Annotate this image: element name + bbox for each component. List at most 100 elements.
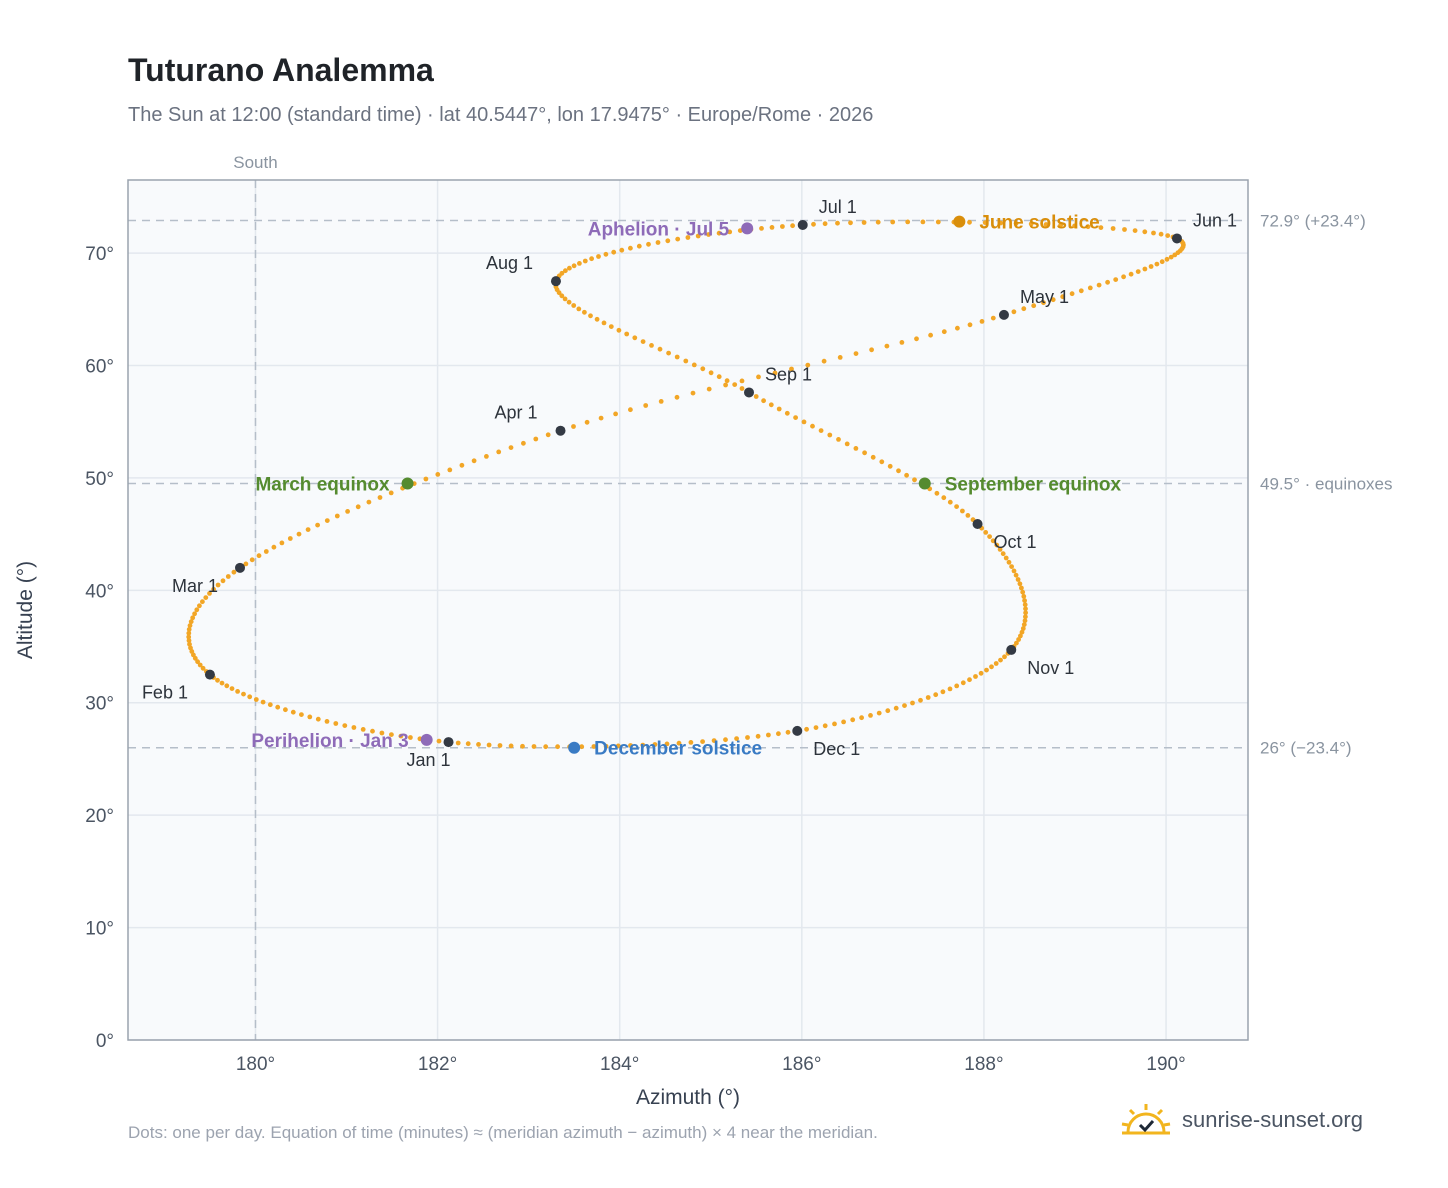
daily-sun-dot: [910, 700, 915, 706]
month-label: Mar 1: [172, 576, 218, 596]
daily-sun-dot: [887, 463, 893, 469]
daily-sun-dot: [611, 249, 617, 255]
daily-sun-dot: [596, 254, 601, 259]
daily-sun-dot: [1006, 559, 1012, 565]
daily-sun-dot: [739, 386, 745, 391]
daily-sun-dot: [890, 219, 896, 225]
daily-sun-dot: [973, 674, 978, 679]
daily-sun-dot: [1022, 598, 1027, 603]
daily-sun-dot: [628, 245, 633, 251]
y-tick-label: 50°: [85, 469, 114, 490]
daily-sun-dot: [296, 531, 302, 537]
daily-sun-dot: [188, 645, 193, 651]
daily-sun-dot: [1031, 303, 1037, 309]
daily-sun-dot: [1087, 285, 1093, 291]
daily-sun-dot: [934, 490, 940, 496]
daily-sun-dot: [1014, 640, 1019, 646]
brand[interactable]: sunrise-sunset.org: [1120, 1100, 1363, 1140]
daily-sun-dot: [674, 354, 680, 360]
daily-sun-dot: [249, 557, 255, 563]
daily-sun-dot: [695, 233, 701, 239]
daily-sun-dot: [772, 370, 778, 376]
daily-sun-dot: [902, 703, 907, 708]
daily-sun-dot: [753, 394, 759, 399]
daily-sun-dot: [732, 382, 738, 387]
y-tick-label: 30°: [85, 694, 114, 715]
daily-sun-dot: [342, 723, 348, 728]
daily-sun-dot: [187, 641, 192, 647]
daily-sun-dot: [920, 219, 926, 225]
daily-sun-dot: [983, 530, 989, 535]
daily-sun-dot: [496, 449, 502, 455]
month-label: Jan 1: [407, 750, 451, 770]
daily-sun-dot: [508, 445, 514, 450]
footnote: Dots: one per day. Equation of time (min…: [128, 1123, 878, 1142]
daily-sun-dot: [497, 743, 503, 748]
month-label: Jul 1: [819, 197, 857, 217]
date-markers: Jan 1 Feb 1 Mar 1 Apr 1 May 1 Jun 1 Jul 1 Aug 1…: [142, 197, 1237, 770]
daily-sun-dot: [582, 309, 587, 315]
daily-sun-dot: [377, 495, 383, 500]
event-label: December solstice: [594, 739, 762, 760]
daily-sun-dot: [1058, 222, 1063, 228]
daily-sun-dot: [1041, 300, 1046, 306]
daily-sun-dot: [225, 574, 231, 579]
daily-sun-dot: [675, 236, 681, 242]
daily-sun-dot: [345, 509, 350, 514]
daily-sun-dot: [1019, 585, 1024, 591]
daily-sun-dot: [447, 467, 453, 473]
daily-sun-dot: [211, 586, 217, 592]
daily-sun-dot: [608, 324, 614, 329]
daily-sun-dot: [1151, 230, 1156, 236]
daily-sun-dot: [776, 731, 781, 737]
daily-sun-dot: [231, 569, 237, 575]
daily-sun-dot: [1015, 577, 1021, 582]
daily-sun-dot: [700, 366, 706, 372]
daily-sun-dot: [545, 432, 551, 438]
daily-sun-dot: [1085, 224, 1091, 230]
daily-sun-dot: [979, 319, 985, 324]
daily-sun-dot: [619, 247, 625, 253]
daily-sun-dot: [955, 325, 960, 331]
daily-sun-dot: [256, 553, 262, 559]
daily-sun-dot: [870, 454, 876, 460]
daily-sun-dot: [555, 744, 560, 750]
daily-sun-dot: [571, 263, 577, 269]
daily-sun-dot: [780, 224, 785, 229]
daily-sun-dot: [632, 335, 638, 341]
daily-sun-dot: [739, 378, 745, 384]
daily-sun-dot: [804, 726, 809, 732]
daily-sun-dot: [691, 362, 697, 368]
event-marker: [953, 215, 966, 228]
daily-sun-dot: [1110, 226, 1116, 231]
event-label: Aphelion · Jul 5: [588, 219, 730, 240]
daily-sun-dot: [1069, 291, 1075, 297]
daily-sun-dot: [685, 235, 691, 240]
daily-sun-dot: [471, 458, 477, 464]
daily-sun-dot: [785, 729, 791, 735]
daily-sun-dot: [1020, 589, 1026, 595]
daily-sun-dot: [1078, 288, 1084, 294]
event-label: March equinox: [255, 475, 390, 496]
month-marker: [550, 276, 561, 287]
daily-sun-dot: [700, 739, 705, 744]
daily-sun-dot: [793, 415, 798, 420]
daily-sun-dot: [724, 378, 730, 384]
daily-sun-dot: [190, 615, 196, 621]
daily-sun-dot: [603, 743, 609, 749]
daily-sun-dot: [351, 725, 357, 730]
daily-sun-dot: [598, 415, 604, 421]
daily-sun-dot: [869, 347, 874, 353]
daily-sun-dot: [868, 713, 873, 718]
axes: 180° 182° 184° 186° 188° 190° 0° 10° 20° 30° 40° 50…: [14, 244, 1186, 1109]
daily-sun-dot: [776, 406, 782, 412]
month-marker: [792, 725, 803, 736]
meridian-label: South: [233, 153, 277, 172]
daily-sun-dot: [307, 714, 313, 720]
daily-sun-dot: [594, 316, 600, 322]
daily-sun-dot: [559, 293, 565, 299]
month-label: Nov 1: [1027, 658, 1074, 678]
daily-sun-dot: [1164, 256, 1170, 262]
daily-sun-dot: [990, 315, 996, 321]
